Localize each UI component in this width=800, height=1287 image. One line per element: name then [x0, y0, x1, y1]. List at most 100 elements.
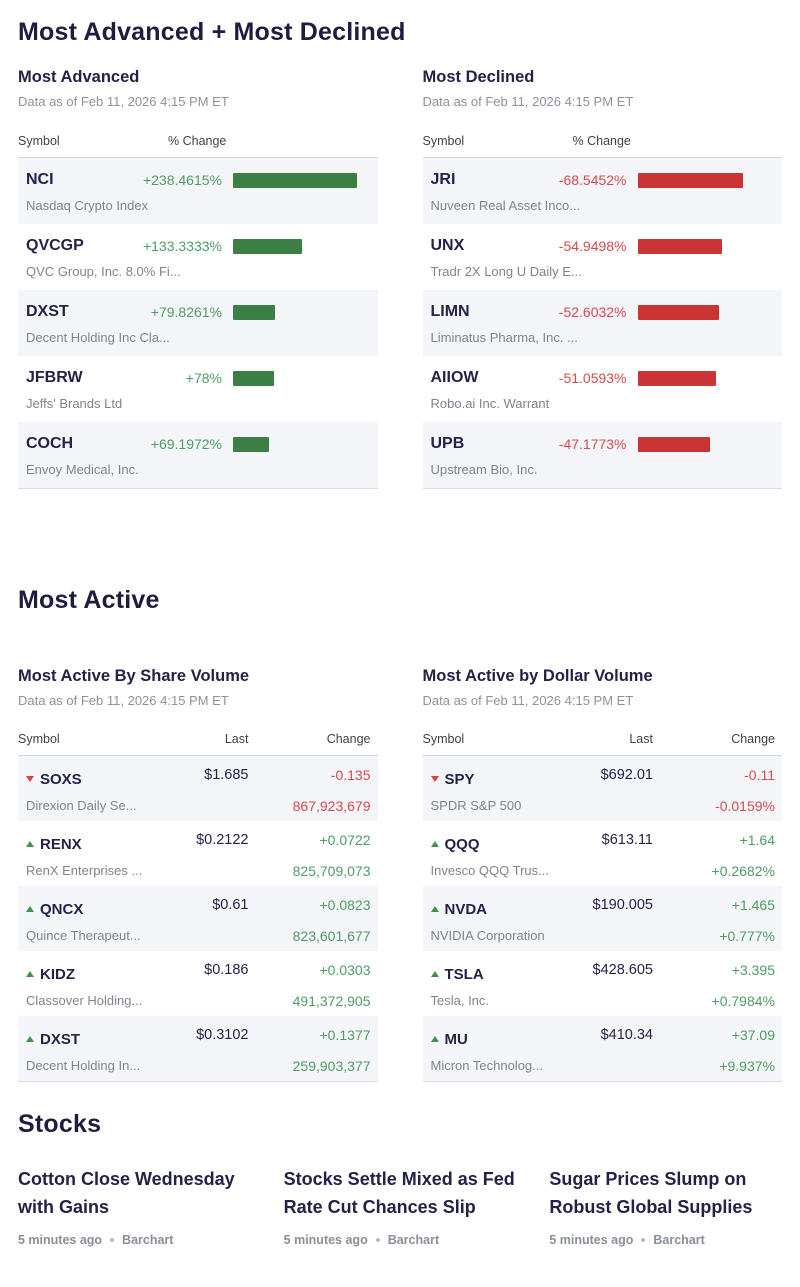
column-header-symbol[interactable]: Symbol — [422, 134, 465, 148]
column-headers: Symbol Last Change — [422, 732, 782, 756]
symbol-link[interactable]: QVCGP — [26, 237, 84, 254]
column-header-pct-change[interactable]: % Change — [572, 134, 631, 148]
table-row[interactable]: UPB -47.1773% Upstream Bio, Inc. — [422, 422, 782, 488]
news-headline-link[interactable]: Sugar Prices Slump on Robust Global Supp… — [549, 1169, 753, 1217]
table-row[interactable]: TSLA $428.605 +3.395 Tesla, Inc. +0.7984% — [423, 951, 783, 1016]
symbol-link[interactable]: MU — [444, 1030, 468, 1048]
table-row[interactable]: UNX -54.9498% Tradr 2X Long U Daily E... — [423, 224, 783, 290]
table-row[interactable]: JRI -68.5452% Nuveen Real Asset Inco... — [422, 158, 782, 224]
data-as-of: Data as of Feb 11, 2026 4:15 PM ET — [18, 693, 229, 708]
change-bar — [233, 370, 274, 386]
news-item[interactable]: Sugar Prices Slump on Robust Global Supp… — [549, 1166, 782, 1247]
symbol-link[interactable]: RENX — [40, 835, 82, 853]
table-row[interactable]: NVDA $190.005 +1.465 NVIDIA Corporation +0.7… — [422, 886, 782, 951]
change-value: +0.1377 — [319, 1027, 371, 1043]
table-row[interactable]: JFBRW +78% Jeffs' Brands Ltd — [18, 356, 378, 422]
table-row[interactable]: MU $410.34 +37.09 Micron Technolog... +9.937… — [422, 1016, 782, 1081]
column-header-change[interactable]: Change — [731, 732, 775, 746]
pct-change-value: +79.8261% — [150, 304, 222, 320]
news-timestamp: 5 minutes ago — [18, 1232, 103, 1247]
column-header-symbol[interactable]: Symbol — [18, 134, 60, 148]
change-value: +3.395 — [731, 962, 775, 978]
table-row[interactable]: RENX $0.2122 +0.0722 RenX Enterprises ... 82… — [18, 821, 378, 886]
symbol-link[interactable]: AIIOW — [430, 369, 479, 386]
news-item[interactable]: Stocks Settle Mixed as Fed Rate Cut Chan… — [284, 1166, 517, 1247]
up-arrow-icon — [430, 841, 439, 848]
change-value: +37.09 — [731, 1027, 775, 1043]
company-name: Nasdaq Crypto Index — [26, 198, 149, 213]
secondary-value: 867,923,679 — [292, 797, 371, 814]
table-row[interactable]: DXST +79.8261% Decent Holding Inc Cla... — [18, 290, 378, 356]
table-row[interactable]: KIDZ $0.186 +0.0303 Classover Holding... 491… — [18, 951, 378, 1016]
symbol-link[interactable]: QQQ — [444, 835, 480, 853]
secondary-value: +0.2682% — [711, 862, 775, 879]
up-arrow-icon — [430, 971, 439, 978]
last-price: $0.186 — [204, 962, 249, 978]
column-header-change[interactable]: Change — [326, 732, 371, 746]
symbol-link[interactable]: QNCX — [40, 900, 84, 918]
company-name: Robo.ai Inc. Warrant — [430, 396, 550, 411]
symbol-link[interactable]: UNX — [430, 237, 465, 254]
news-headline-link[interactable]: Cotton Close Wednesday with Gains — [18, 1169, 235, 1217]
symbol-link[interactable]: UPB — [430, 435, 465, 452]
last-price: $428.605 — [592, 962, 653, 978]
table-row[interactable]: QVCGP +133.3333% QVC Group, Inc. 8.0% Fi..… — [18, 224, 378, 290]
news-headline-link[interactable]: Stocks Settle Mixed as Fed Rate Cut Chan… — [283, 1169, 515, 1217]
company-name: Jeffs' Brands Ltd — [26, 396, 123, 411]
table-row[interactable]: DXST $0.3102 +0.1377 Decent Holding In... 25… — [18, 1016, 378, 1081]
symbol-link[interactable]: JFBRW — [26, 369, 83, 386]
pct-change-value: +238.4615% — [142, 172, 222, 188]
table-row[interactable]: NCI +238.4615% Nasdaq Crypto Index — [18, 158, 378, 224]
table-row[interactable]: QQQ $613.11 +1.64 Invesco QQQ Trus... +0.268… — [423, 821, 783, 886]
change-value: -0.135 — [330, 767, 371, 783]
column-header-last[interactable]: Last — [224, 732, 249, 746]
active-grid: Most Active By Share Volume Data as of F… — [18, 667, 782, 1082]
symbol-link[interactable]: DXST — [26, 303, 69, 320]
symbol-link[interactable]: TSLA — [444, 965, 484, 983]
most-active-dollar-volume-table: Most Active by Dollar Volume Data as of … — [422, 667, 783, 1082]
symbol-link[interactable]: SPY — [444, 770, 475, 788]
column-header-last[interactable]: Last — [629, 732, 653, 746]
table-row[interactable]: AIIOW -51.0593% Robo.ai Inc. Warrant — [423, 356, 783, 422]
pct-change-value: -47.1773% — [558, 436, 627, 452]
company-name: Upstream Bio, Inc. — [430, 462, 538, 477]
table-title: Most Active By Share Volume — [18, 667, 250, 685]
change-bar — [233, 304, 275, 320]
company-name: Nuveen Real Asset Inco... — [430, 198, 581, 213]
column-headers: Symbol Last Change — [18, 732, 378, 756]
symbol-link[interactable]: DXST — [40, 1030, 81, 1048]
table-row[interactable]: SOXS $1.685 -0.135 Direxion Daily Se... 867,… — [18, 756, 378, 821]
news-meta: 5 minutes ago Barchart — [284, 1233, 517, 1247]
change-bar — [233, 436, 269, 452]
symbol-link[interactable]: NVDA — [444, 900, 488, 918]
pct-change-value: +69.1972% — [150, 436, 222, 452]
change-value: +1.64 — [739, 832, 775, 848]
company-name: Classover Holding... — [26, 992, 143, 1008]
symbol-link[interactable]: JRI — [430, 171, 456, 188]
up-arrow-icon — [26, 841, 34, 848]
column-header-pct-change[interactable]: % Change — [168, 134, 227, 148]
company-name: Tesla, Inc. — [430, 992, 490, 1008]
table-row[interactable]: LIMN -52.6032% Liminatus Pharma, Inc. ... — [422, 290, 782, 356]
table-row[interactable]: QNCX $0.61 +0.0823 Quince Therapeut... 823,6… — [18, 886, 378, 951]
symbol-link[interactable]: NCI — [26, 171, 54, 188]
table-row[interactable]: COCH +69.1972% Envoy Medical, Inc. — [18, 422, 378, 488]
news-item[interactable]: Cotton Close Wednesday with Gains 5 minu… — [18, 1166, 251, 1247]
company-name: Decent Holding In... — [26, 1057, 141, 1073]
last-price: $692.01 — [600, 767, 653, 783]
table-title: Most Advanced — [18, 68, 140, 86]
column-header-symbol[interactable]: Symbol — [18, 732, 60, 746]
column-header-symbol[interactable]: Symbol — [422, 732, 465, 746]
company-name: Invesco QQQ Trus... — [430, 862, 549, 878]
symbol-link[interactable]: COCH — [26, 435, 74, 452]
table-row[interactable]: SPY $692.01 -0.11 SPDR S&P 500 -0.0159% — [422, 756, 782, 821]
change-value: +0.0303 — [319, 962, 371, 978]
pct-change-value: -54.9498% — [558, 238, 627, 254]
symbol-link[interactable]: LIMN — [430, 303, 470, 320]
up-arrow-icon — [430, 906, 439, 913]
company-name: Decent Holding Inc Cla... — [26, 330, 170, 345]
pct-change-value: +133.3333% — [142, 238, 222, 254]
symbol-link[interactable]: KIDZ — [40, 965, 75, 983]
symbol-link[interactable]: SOXS — [40, 770, 82, 788]
